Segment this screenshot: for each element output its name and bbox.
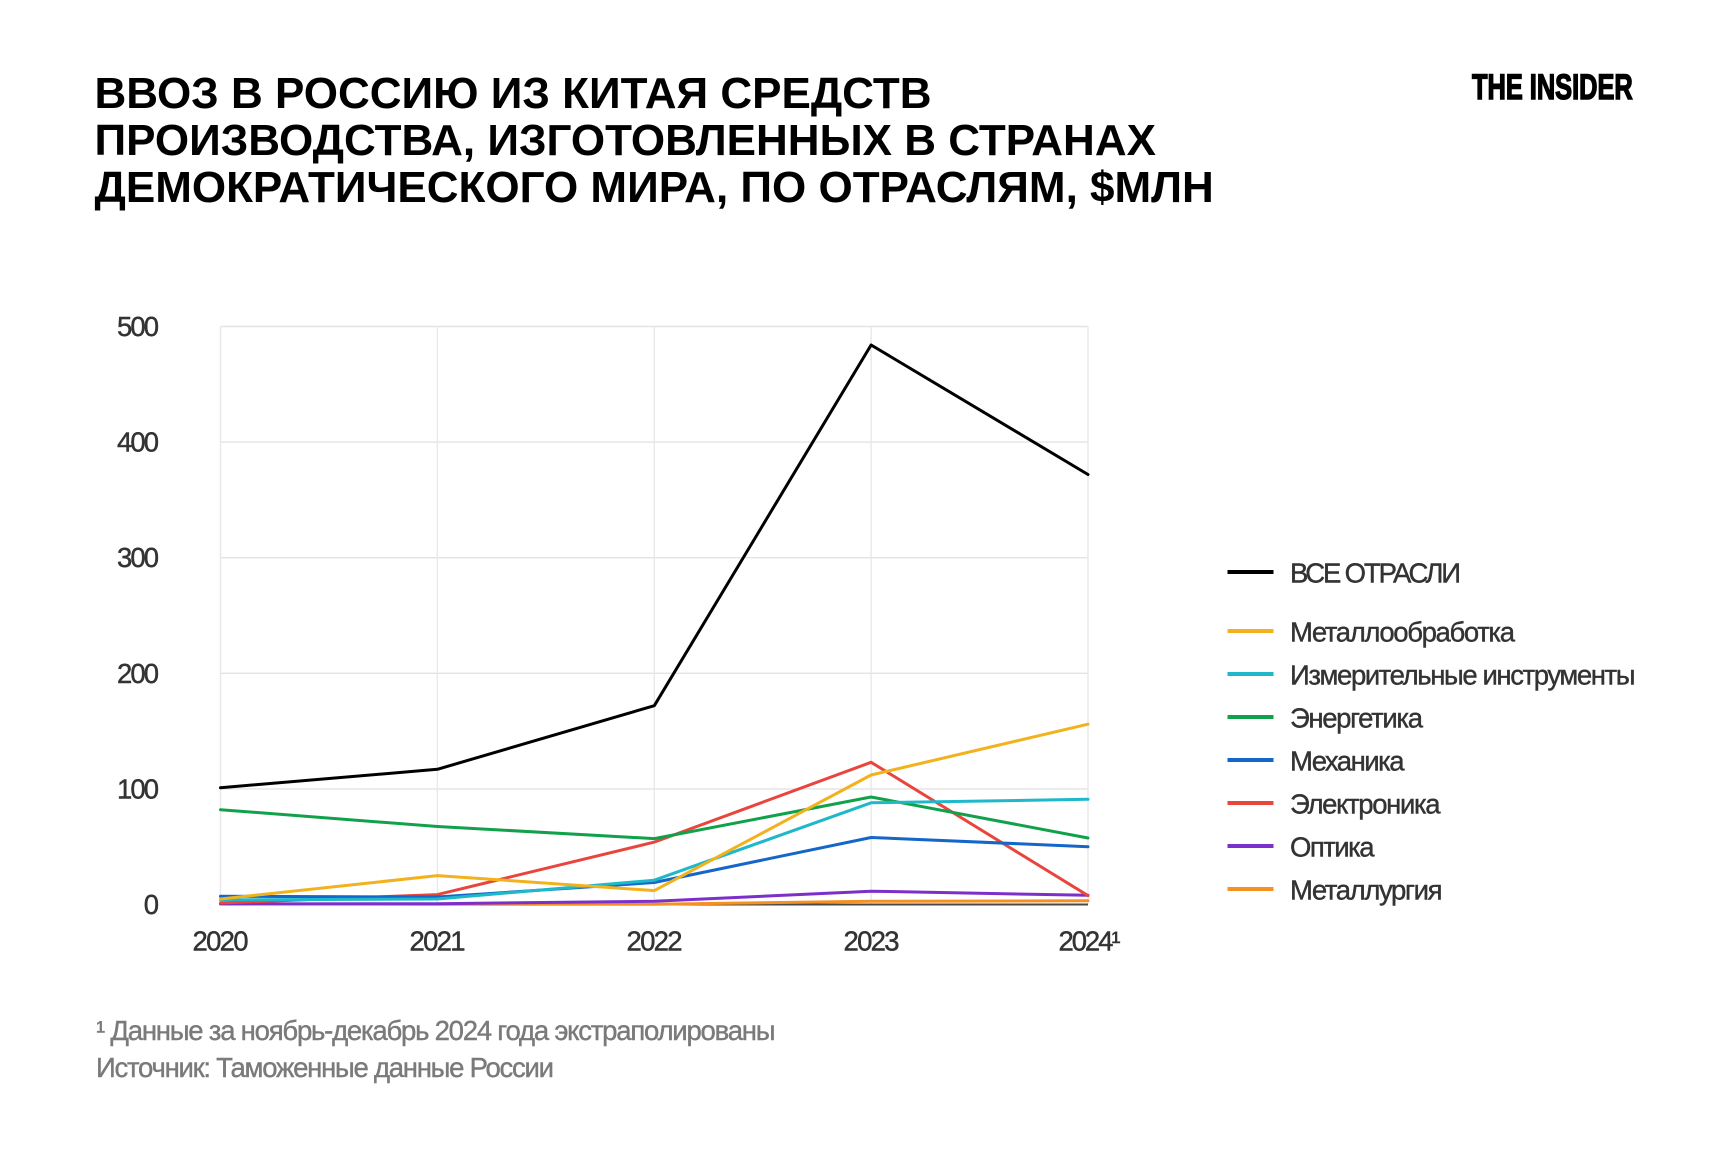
svg-text:Электроника: Электроника	[1290, 789, 1441, 820]
svg-text:100: 100	[117, 773, 159, 804]
svg-text:2024¹: 2024¹	[1059, 926, 1121, 957]
svg-text:Металлургия: Металлургия	[1290, 875, 1443, 906]
svg-text:400: 400	[117, 427, 159, 458]
svg-text:Металлообработка: Металлообработка	[1290, 617, 1516, 648]
svg-text:0: 0	[144, 889, 159, 920]
svg-text:2023: 2023	[844, 926, 900, 957]
svg-text:Источник: Таможенные данные Ро: Источник: Таможенные данные России	[96, 1052, 554, 1083]
svg-text:300: 300	[117, 542, 159, 573]
svg-text:500: 500	[117, 311, 159, 342]
svg-text:200: 200	[117, 658, 159, 689]
svg-text:Измерительные инструменты: Измерительные инструменты	[1290, 660, 1636, 691]
svg-text:Оптика: Оптика	[1290, 832, 1375, 863]
svg-text:2020: 2020	[193, 926, 249, 957]
svg-text:ВСЕ ОТРАСЛИ: ВСЕ ОТРАСЛИ	[1290, 558, 1461, 589]
svg-text:¹ Данные за ноябрь-декабрь 202: ¹ Данные за ноябрь-декабрь 2024 года экс…	[96, 1015, 775, 1046]
svg-text:Энергетика: Энергетика	[1290, 703, 1424, 734]
svg-text:2021: 2021	[410, 926, 466, 957]
svg-text:Механика: Механика	[1290, 746, 1405, 777]
svg-text:2022: 2022	[627, 926, 683, 957]
